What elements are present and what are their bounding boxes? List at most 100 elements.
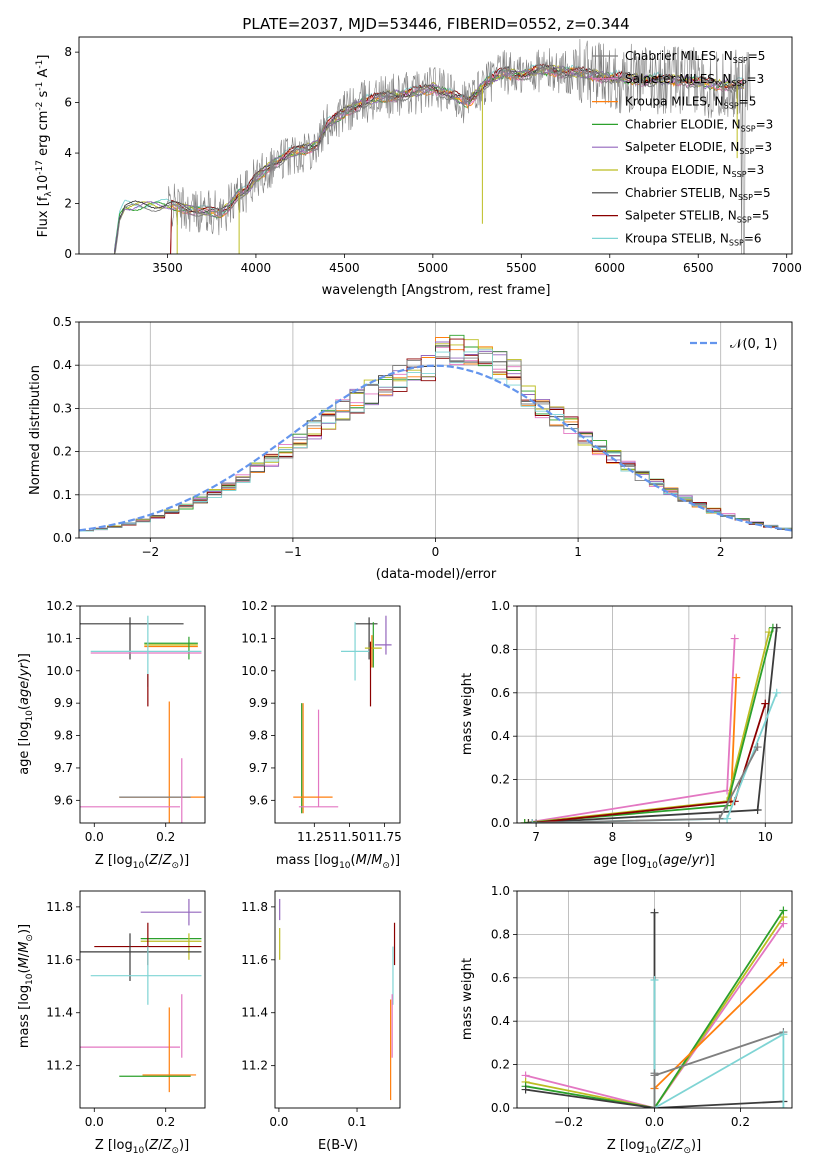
point-marker	[779, 958, 788, 967]
label-part: (	[656, 1138, 661, 1153]
y-tick-label: 11.6	[241, 953, 268, 967]
point-marker	[650, 1069, 659, 1078]
y-tick-label: 9.6	[54, 793, 73, 807]
x-tick-label: 8	[609, 830, 617, 844]
legend-subscript: SSP	[737, 216, 752, 225]
legend-text: Chabrier ELODIE, N	[625, 117, 741, 131]
label-part: -1	[35, 60, 45, 69]
x-tick-label: 0.0	[269, 1115, 288, 1129]
y-axis-label: mass weight	[460, 673, 475, 755]
y-tick-label: 0.2	[491, 1058, 510, 1072]
y-tick-label: 1.0	[491, 884, 510, 898]
residual-histogram	[79, 349, 792, 532]
x-tick-label: 7	[532, 830, 540, 844]
panel-spectrum: 3500 4000 4500 5000 5500 6000 6500 7000 0 2 4 6 8 Cha…	[35, 36, 802, 298]
point-marker	[650, 1104, 659, 1108]
label-part: 10	[133, 861, 145, 871]
x-tick-label: 0.0	[85, 1115, 104, 1129]
y-tick-label: 0.0	[491, 1101, 510, 1115]
label-part: /	[687, 853, 692, 868]
label-part: Z [log	[95, 853, 133, 868]
y-tick-label: 9.8	[54, 729, 73, 743]
point-marker	[779, 1030, 788, 1039]
figure-title: PLATE=2037, MJD=53446, FIBERID=0552, z=0…	[242, 15, 629, 33]
point-marker	[753, 743, 762, 752]
label-part: 10	[25, 973, 35, 985]
y-tick-label: 0.2	[53, 445, 72, 459]
y-tick-label: 9.7	[54, 761, 73, 775]
legend-suffix: =5	[739, 95, 757, 109]
label-part: M	[17, 957, 32, 968]
legend-text: Kroupa MILES, N	[625, 95, 724, 109]
y-tick-label: 0.6	[491, 971, 510, 985]
axes-frame	[274, 890, 401, 1109]
y-axis-label: age [log10(age/yr)]	[17, 653, 35, 775]
label-part: -17	[35, 160, 45, 175]
legend-text: Chabrier MILES, N	[625, 49, 733, 63]
x-axis-label: Z [log10(Z/Z⊙)]	[607, 1138, 701, 1156]
x-tick-label: −1	[284, 545, 302, 559]
axes-frame	[516, 890, 793, 1109]
y-tick-label: 11.2	[46, 1059, 73, 1073]
series-line	[525, 916, 785, 1108]
y-tick-label: 0.2	[491, 773, 510, 787]
x-tick-label: 0.0	[85, 830, 104, 844]
x-tick-label: 0	[432, 545, 440, 559]
label-part: A	[36, 69, 51, 82]
legend-text: Chabrier STELIB, N	[625, 186, 738, 200]
x-tick-label: 9	[685, 830, 693, 844]
y-tick-label: 10.1	[241, 631, 268, 645]
y-tick-label: 0.3	[53, 401, 72, 415]
label-part: /	[158, 853, 163, 868]
legend-label: Chabrier STELIB, NSSP=5	[625, 186, 771, 202]
y-tick-label: 0.8	[491, 927, 510, 941]
label-part: M	[17, 942, 32, 953]
y-axis-label: Normed distribution	[28, 365, 43, 495]
legend-suffix: =3	[756, 117, 774, 131]
label-part: Flux [f	[36, 196, 51, 237]
legend-label: Chabrier MILES, NSSP=5	[625, 49, 765, 65]
label-part: age	[17, 681, 32, 705]
label-part: λ	[44, 191, 54, 197]
y-axis-label: mass [log10(M/M⊙)]	[17, 924, 35, 1048]
legend-subscript: SSP	[733, 56, 748, 65]
x-tick-label: 6000	[594, 261, 625, 275]
series-line	[528, 627, 778, 823]
y-tick-label: 0.1	[53, 488, 72, 502]
label-part: mass [log	[17, 985, 32, 1048]
legend-text: Salpeter MILES, N	[625, 72, 732, 86]
y-tick-label: 0.4	[491, 1014, 510, 1028]
label-part: /	[17, 676, 32, 681]
series-line	[524, 638, 736, 823]
point-marker	[532, 819, 541, 823]
label-part: ⊙	[171, 861, 179, 871]
legend-subscript: SSP	[741, 124, 756, 133]
label-part: Z [log	[95, 1138, 133, 1153]
x-tick-label: 5500	[506, 261, 537, 275]
y-tick-label: 10.0	[241, 664, 268, 678]
x-tick-label: 2	[717, 545, 725, 559]
legend-text: Kroupa STELIB, N	[625, 231, 729, 245]
legend-suffix: =3	[747, 163, 765, 177]
x-tick-label: 0.2	[156, 830, 175, 844]
legend-suffix: =5	[753, 186, 771, 200]
legend-subscript: SSP	[729, 238, 744, 247]
observed-spectrum	[167, 38, 752, 254]
panel-age-vs-Z: 0.0 0.29.69.79.89.910.010.110.2Z [log10(Z…	[17, 599, 206, 871]
x-axis-label: E(B-V)	[318, 1138, 358, 1153]
point-marker	[528, 819, 537, 823]
panel-mass-weight-vs-Z: −0.2 0.0 0.20.00.20.40.60.81.0Z [log10(Z/Z…	[460, 884, 793, 1156]
label-part: erg cm	[36, 111, 51, 160]
x-tick-label: 5000	[418, 261, 449, 275]
label-part: )]	[705, 853, 715, 868]
label-part: (	[658, 853, 663, 868]
label-part: ]	[36, 55, 51, 60]
label-part: /	[670, 1138, 675, 1153]
x-tick-label: 11.50	[332, 830, 366, 844]
y-axis-label: mass weight	[460, 958, 475, 1040]
legend-subscript: SSP	[732, 79, 747, 88]
normal-curve	[79, 364, 792, 532]
label-part: yr	[17, 662, 32, 678]
label-part: 10	[36, 175, 51, 192]
